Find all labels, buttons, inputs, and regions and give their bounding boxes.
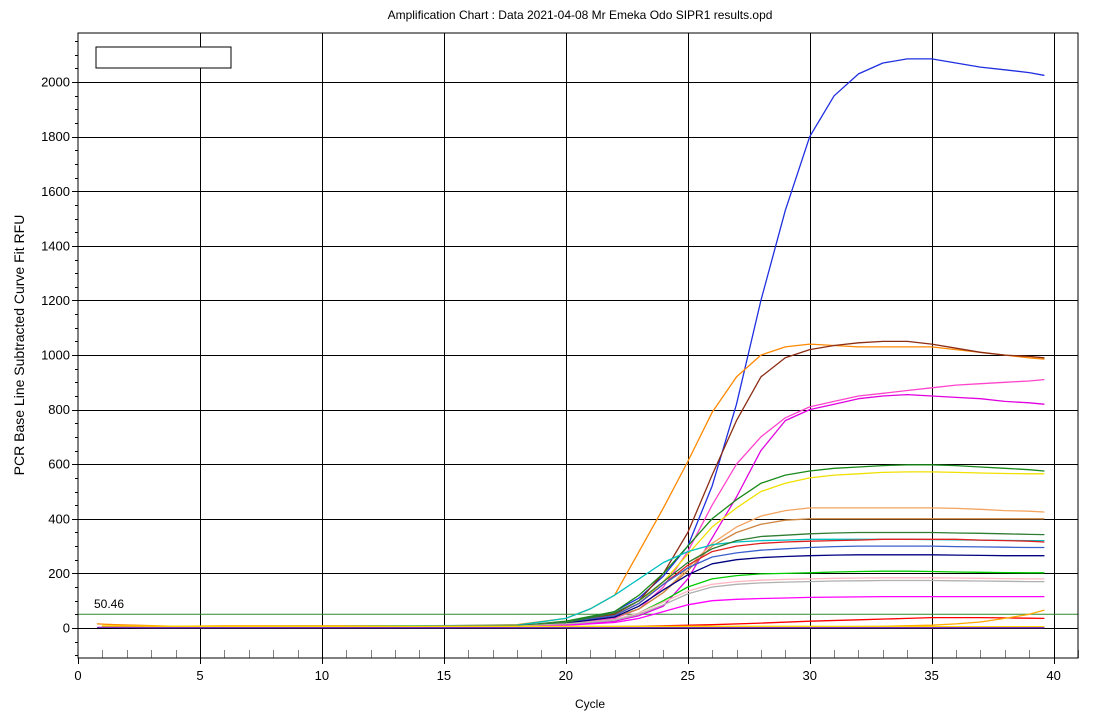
plot-border: [77, 32, 1079, 659]
plot-area: [78, 33, 1078, 658]
y-tick-label: 400: [48, 511, 70, 526]
y-tick-label: 600: [48, 457, 70, 472]
y-tick-label: 1600: [41, 184, 70, 199]
x-tick-label: 30: [802, 668, 816, 683]
y-axis-title: PCR Base Line Subtracted Curve Fit RFU: [11, 215, 27, 476]
x-axis-title: Cycle: [575, 697, 605, 711]
y-tick-label: 2000: [41, 75, 70, 90]
threshold-label: 50.46: [94, 597, 124, 611]
series-line-12: [101, 545, 1045, 629]
x-tick-label: 15: [437, 668, 451, 683]
grid-lines: [78, 33, 1078, 658]
series-layer: [96, 58, 1045, 629]
x-axis-tick-labels: 0 5 10 15 20 25 30 35 40: [74, 668, 1060, 683]
x-tick-label: 5: [196, 668, 203, 683]
y-tick-label: 1800: [41, 129, 70, 144]
series-line-6: [101, 464, 1045, 629]
series-line-14: [101, 531, 1045, 629]
series-line-1: [101, 58, 1045, 629]
x-tick-label: 35: [924, 668, 938, 683]
y-tick-label: 1400: [41, 238, 70, 253]
series-line-5: [101, 393, 1045, 629]
y-tick-label: 1000: [41, 348, 70, 363]
series-line-21: [101, 625, 1045, 628]
legend-box: [95, 46, 232, 69]
series-line-16: [101, 577, 1045, 629]
x-tick-label: 0: [74, 668, 81, 683]
x-tick-label: 40: [1046, 668, 1060, 683]
x-tick-label: 10: [315, 668, 329, 683]
y-tick-label: 0: [63, 620, 70, 635]
x-tick-label: 25: [681, 668, 695, 683]
y-tick-label: 800: [48, 402, 70, 417]
y-axis-tick-labels: 0 200 400 600 800 1000 1200 1400 1600 1800 2000: [41, 75, 70, 636]
x-tick-label: 20: [559, 668, 573, 683]
chart-title: Amplification Chart : Data 2021-04-08 Mr…: [388, 8, 773, 22]
series-line-18: [101, 595, 1045, 629]
series-line-9: [101, 518, 1045, 629]
series-line-17: [101, 579, 1045, 629]
y-tick-label: 200: [48, 566, 70, 581]
y-tick-label: 1200: [41, 293, 70, 308]
